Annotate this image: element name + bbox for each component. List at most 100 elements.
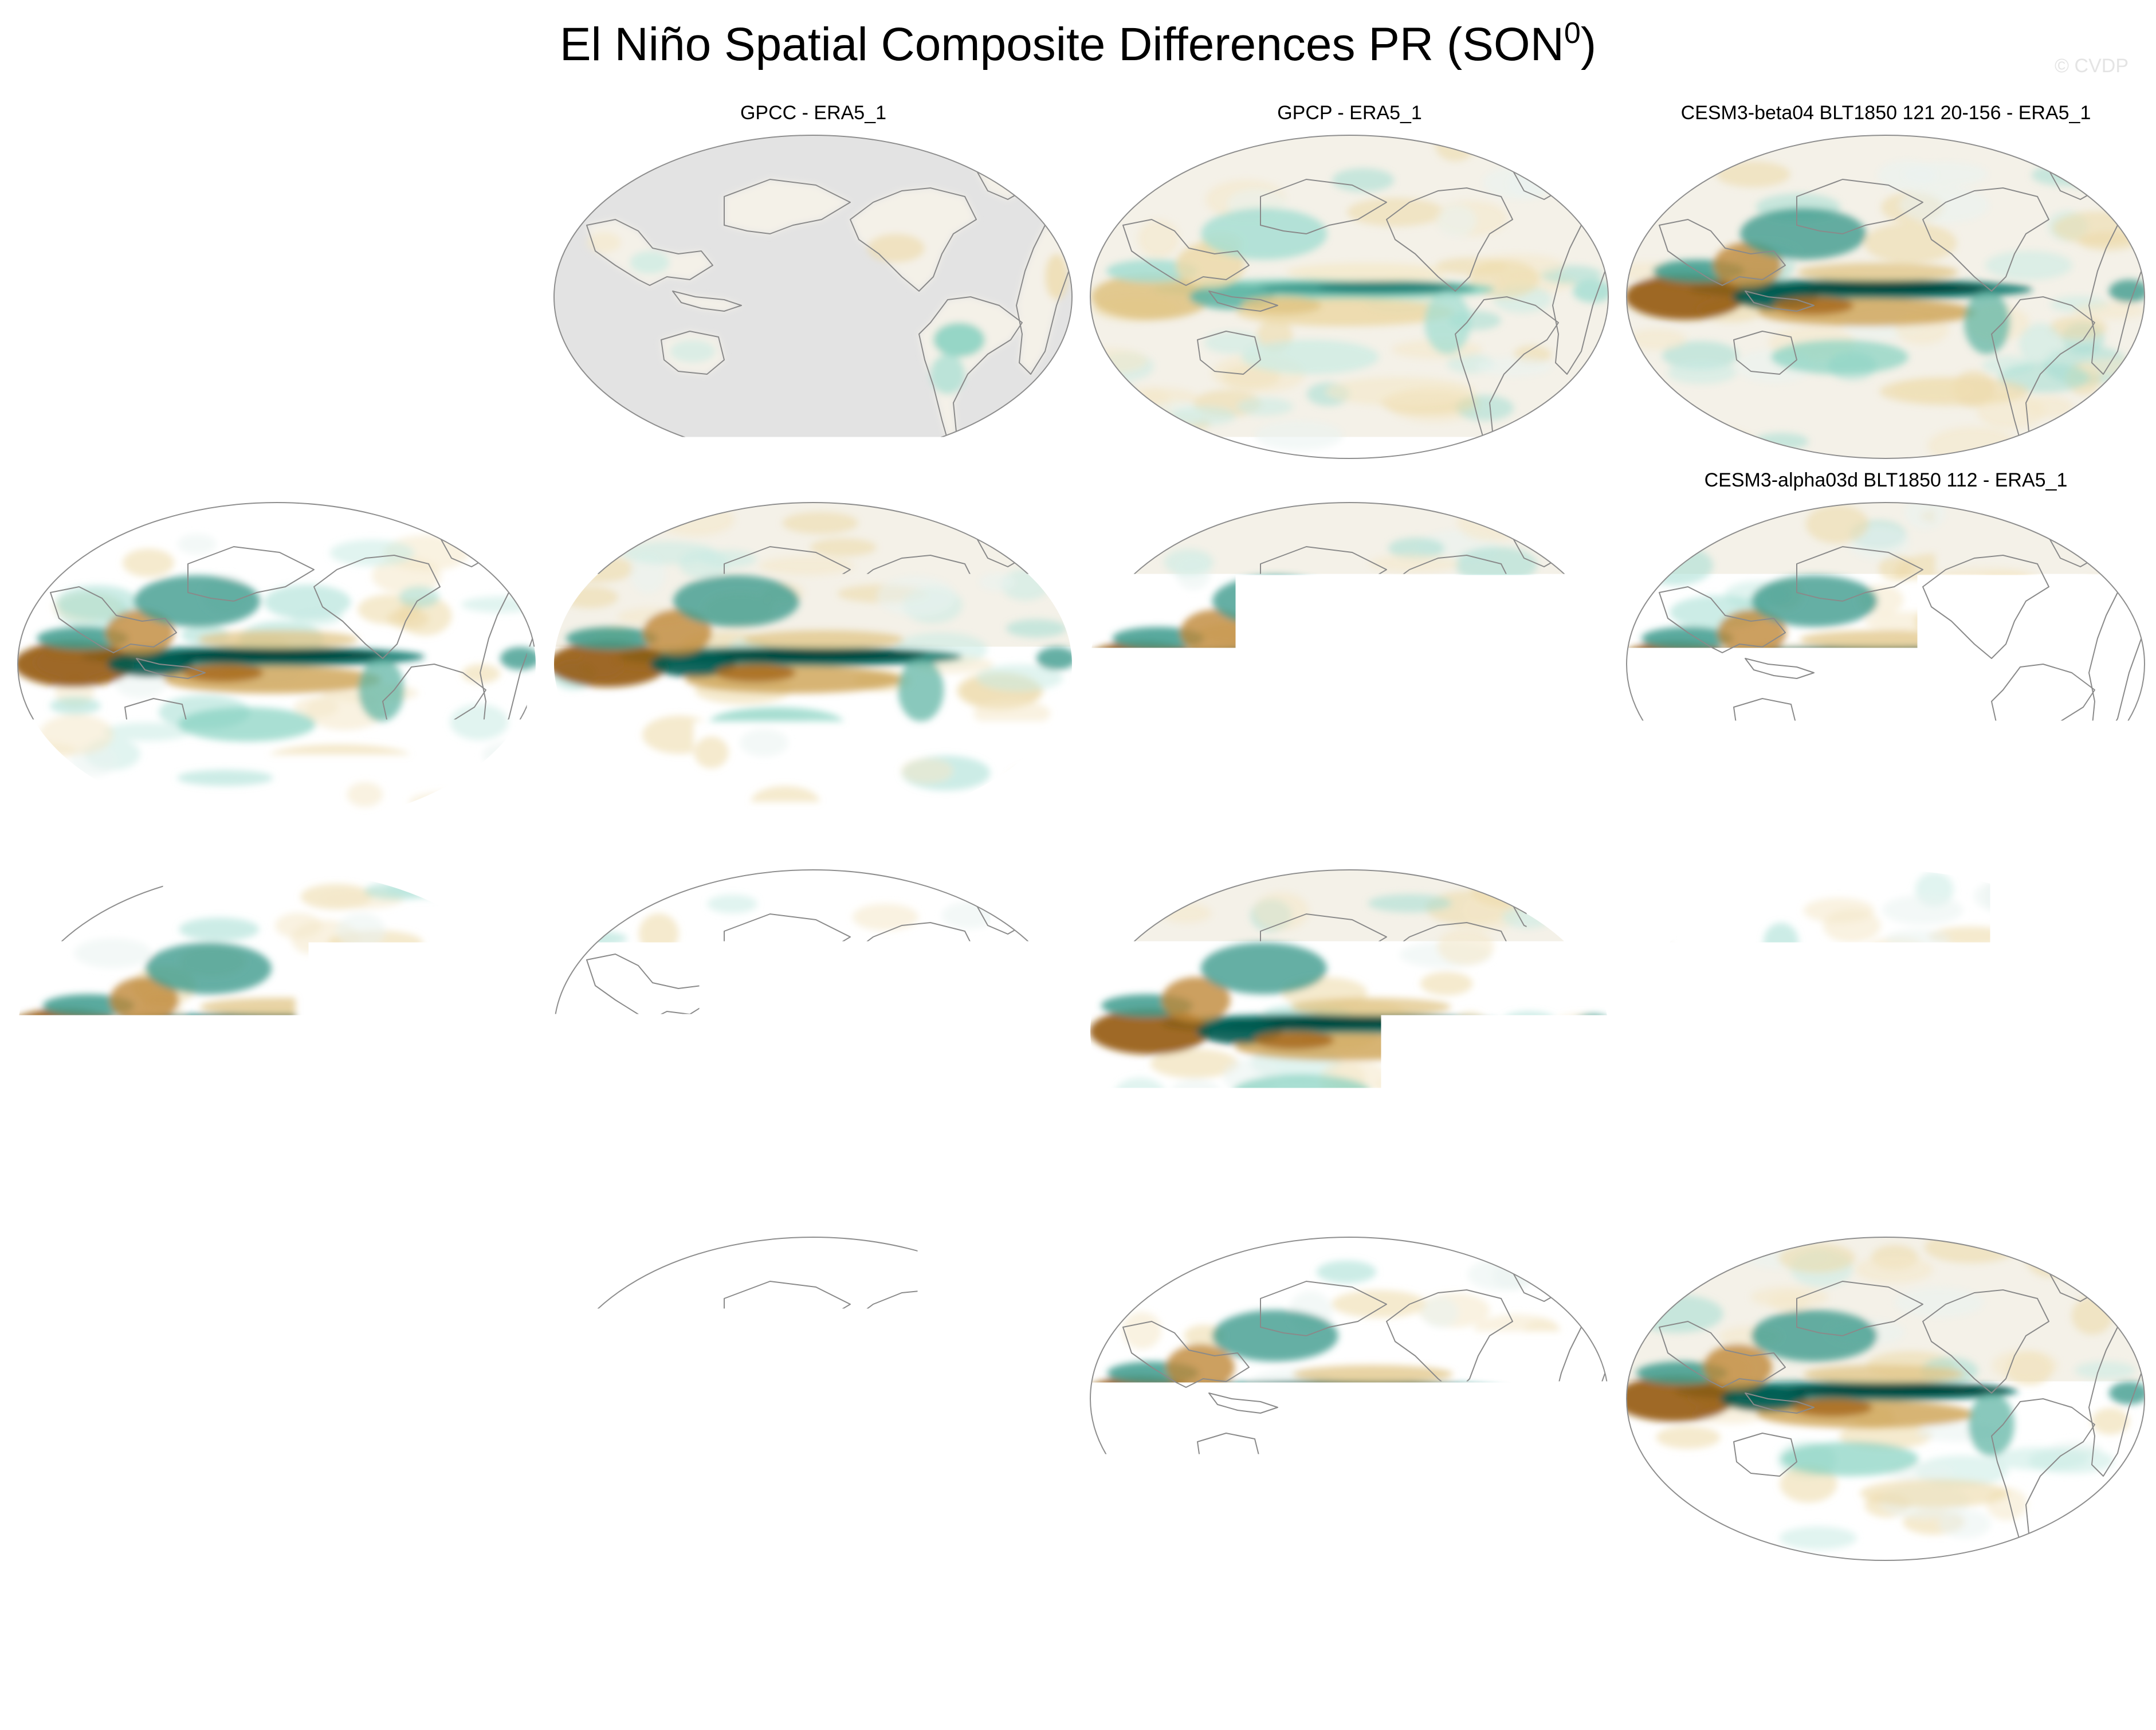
anomaly-blob [56,508,132,524]
anomaly-blob [301,1447,378,1466]
anomaly-blob [1482,781,1557,807]
anomaly-blob [465,1529,537,1552]
anomaly-blob [1672,429,1754,458]
anomaly-blob [1806,505,1869,543]
north-pacific-wet [146,943,272,994]
anomaly-blob [1742,1160,1790,1195]
anomaly-blob [1437,205,1476,237]
southern-dry [265,744,414,773]
anomaly-blob [588,1241,655,1257]
anomaly-blob [1513,1089,1584,1117]
anomaly-blob [933,323,985,357]
map-panel: CESM3-beta04 BLT1850 118 - ERA5_1 [545,468,1081,835]
map-panel-title: CESM3-beta04 BLT1850 121 60-156 - ERA5_1 [9,468,545,493]
maritime-continent-dry [1166,1344,1235,1390]
dry-flank [1804,1365,1964,1383]
south-pacific-dry [183,664,264,682]
dry-flank [747,1365,908,1383]
map-panel-title: CESM3-beta02 BLT1850 109 - ERA5_1 [9,835,545,860]
colorbar-swatch [1356,1594,1425,1624]
anomaly-blob [1754,433,1808,450]
southern-dry [1326,377,1475,406]
southern-dry [1879,377,2028,406]
anomaly-blob [1091,1160,1187,1186]
anomaly-blob [1419,577,1495,605]
figure-title-superscript: 0 [1564,17,1581,50]
anomaly-blob [853,904,919,931]
south-pacific-wet [1789,707,1927,742]
anomaly-blob [1254,1119,1302,1139]
south-pacific-dry [1786,1031,1866,1049]
colorbar-tick-label: -3 [553,1639,634,1679]
south-america-wet [1438,658,1483,721]
equatorial-wet-core [1768,1017,1997,1029]
south-pacific-dry [699,1031,779,1049]
map-panel-title: CESM3-beta02 BLT1850 104 - ERA5_1 [545,835,1081,860]
anomaly-blob [1694,717,1744,750]
anomaly-blob [1142,134,1192,171]
anomaly-blob [472,772,537,795]
anomaly-blob [1769,1292,1809,1311]
anomaly-blob [177,770,273,786]
colorbar-swatch [1079,1594,1148,1624]
north-pacific-wet [134,1310,260,1362]
map-panel-title: CESM2 piControl F - ERA5_1 [1082,835,1617,860]
colorbar-tick-label: .75 [1316,1639,1396,1679]
anomaly-blob [1985,251,2072,280]
anomaly-blob [1878,160,1937,191]
colorbar-tick-label: .5 [1247,1639,1327,1679]
south-america-wet [1977,658,2023,721]
anomaly-blob [827,1269,915,1306]
anomaly-blob [802,1524,875,1541]
anomaly-blob [1488,1058,1562,1085]
anomaly-blob [1503,1011,1555,1028]
anomaly-blob [1045,254,1068,300]
map-panel-title: CESM2 piControl A - ERA5_1 [1618,1202,2154,1227]
colorbar-tick-label: -1 [692,1639,772,1679]
anomaly-blob [1138,219,1179,257]
colorbar-swatch [456,1594,525,1624]
anomaly-blob [893,1539,947,1556]
south-pacific-wet [1251,1442,1389,1476]
south-america-wet [367,1393,413,1456]
anomaly-blob [50,697,101,715]
dry-flank [1287,263,1447,281]
map-panel-title: CESM2 piControl D - ERA5_1 [9,1202,545,1227]
precip-difference-map [552,868,1074,1195]
north-pacific-wet [1740,208,1866,260]
north-pacific-wet [1740,943,1866,994]
south-pacific-wet [178,707,316,742]
anomaly-blob [1662,503,1748,531]
colorbar-swatch [1495,1594,1564,1624]
equatorial-wet-core [1242,1384,1471,1396]
anomaly-blob [1189,1423,1244,1445]
anomaly-blob [422,968,480,997]
colorbar-tick-label: 1 [1385,1639,1466,1679]
anomaly-blob [1969,1143,2004,1181]
anomaly-blob [552,511,612,550]
anomaly-blob [1420,972,1473,995]
anomaly-blob [563,881,602,916]
map-panel: GPCC - ERA5_1 [545,100,1081,468]
dry-flank [1289,630,1449,649]
anomaly-blob [2023,396,2073,418]
anomaly-blob [759,556,855,575]
southern-dry [266,1112,415,1140]
anomaly-blob [307,968,385,1001]
anomaly-blob [1716,162,1790,187]
colorbar-swatch [1287,1594,1356,1624]
anomaly-blob [1639,546,1713,586]
anomaly-blob [1317,1261,1377,1284]
anomaly-blob [1332,168,1394,192]
anomaly-blob [1779,1527,1857,1550]
map-panel: CESM3-beta02 BLT1850 109 - ERA5_1 [9,835,545,1202]
anomaly-blob [2115,1132,2146,1173]
colorbar-tick-label: -.25 [900,1639,980,1679]
north-pacific-wet [134,575,260,627]
colorbar-swatch [1148,1594,1218,1624]
anomaly-blob [336,913,385,948]
anomaly-blob [1882,895,1963,925]
precip-difference-map [1625,501,2146,827]
dry-flank [1801,998,1962,1016]
anomaly-blob [1625,966,1694,998]
